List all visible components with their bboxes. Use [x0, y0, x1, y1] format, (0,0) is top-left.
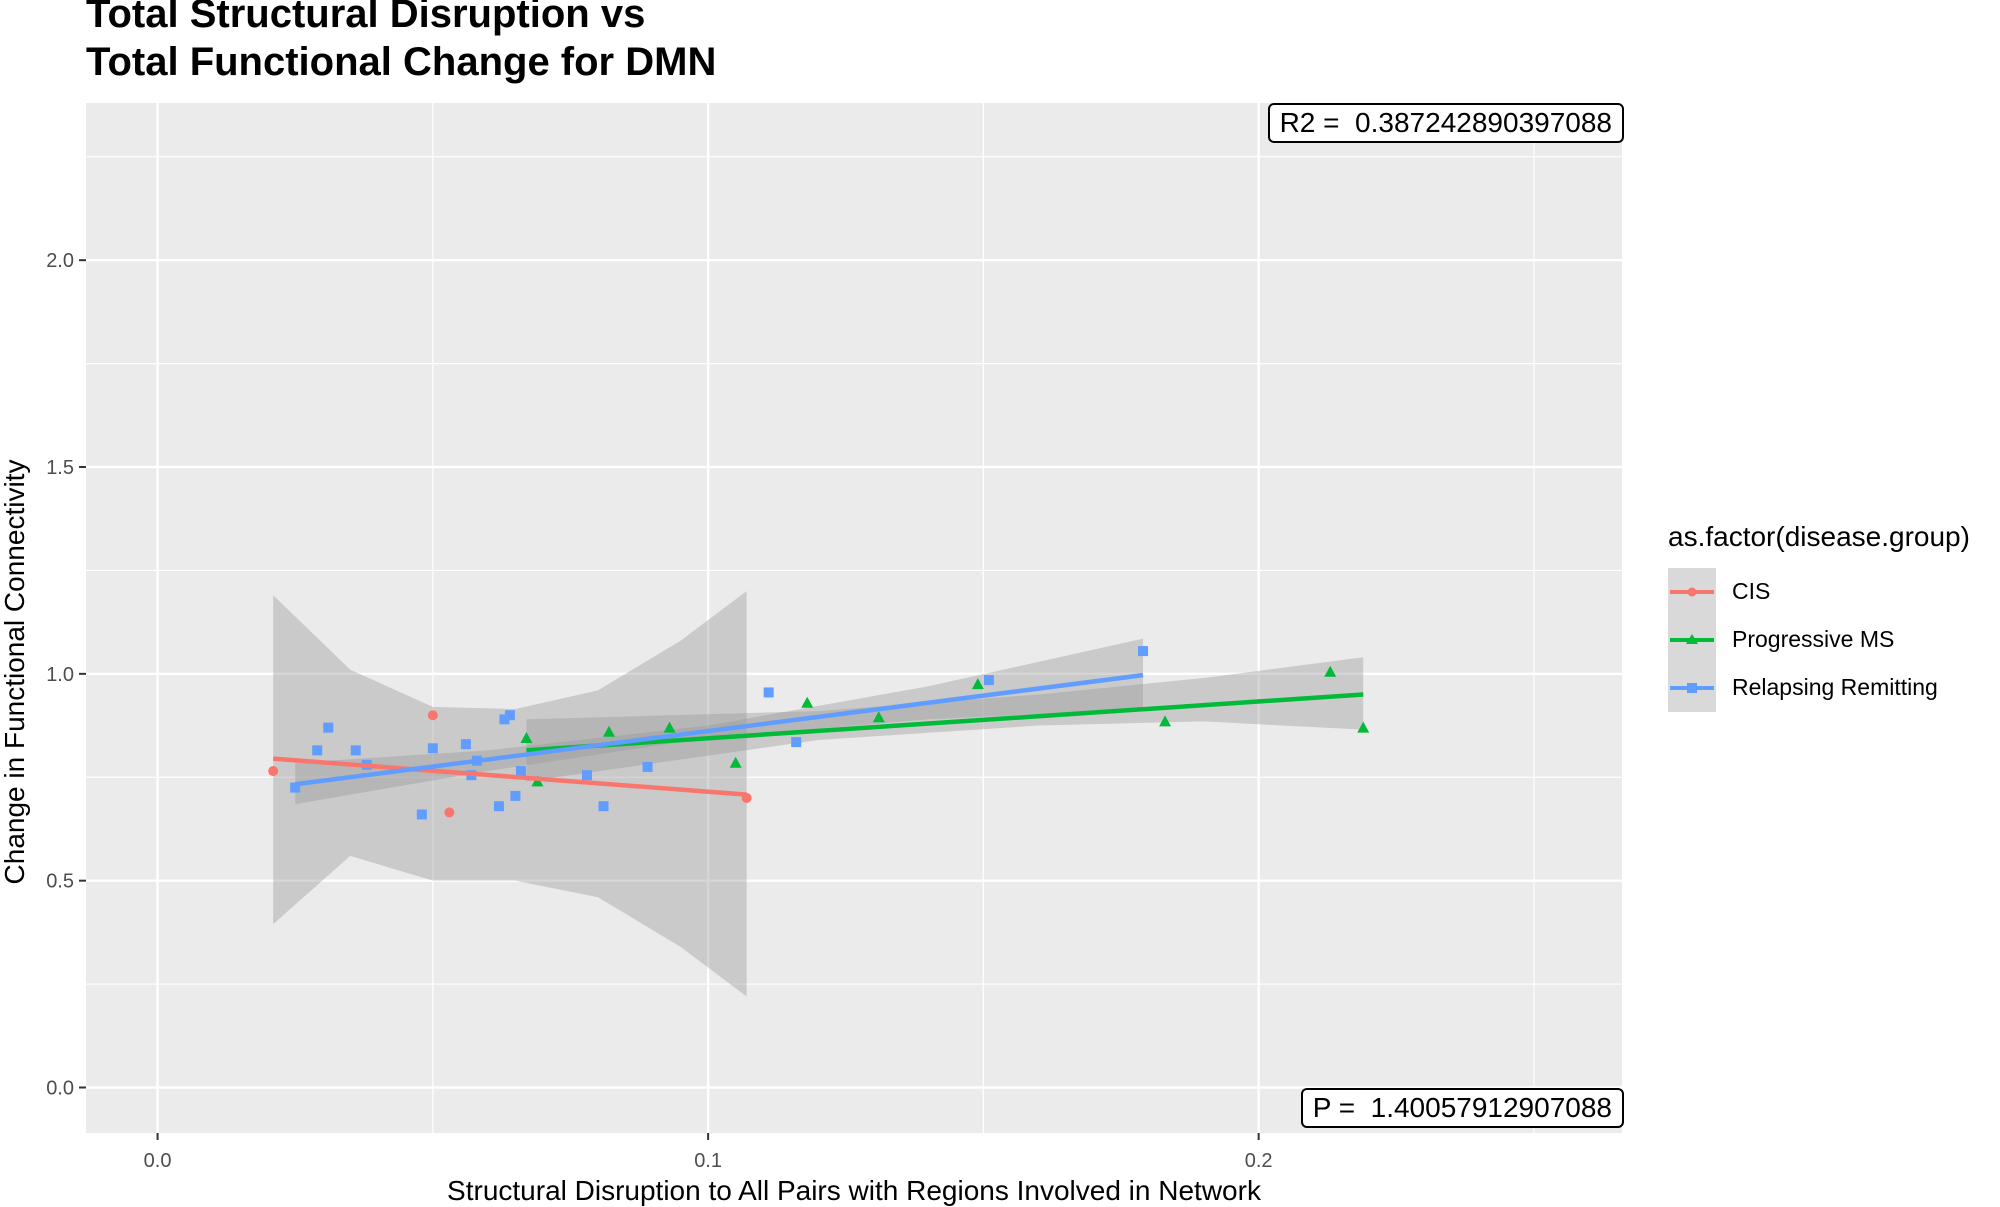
y-tick-label: 2.0 [46, 250, 74, 272]
confidence-band-relapsing-remitting [295, 638, 1144, 805]
y-tick-label: 0.5 [46, 871, 74, 893]
data-point-relapsing-remitting [460, 739, 471, 750]
data-point-progressive-ms [1159, 715, 1172, 727]
data-point-relapsing-remitting [350, 745, 361, 756]
fit-line-cis [273, 756, 747, 797]
y-axis-title: Change in Functional Connectivity [0, 459, 30, 885]
chart-title-line-2: Total Functional Change for DMN [86, 40, 717, 84]
data-point-relapsing-remitting [1138, 646, 1149, 657]
data-point-relapsing-remitting [312, 745, 323, 756]
data-point-progressive-ms [801, 696, 814, 708]
data-point-relapsing-remitting [323, 722, 334, 733]
data-point-relapsing-remitting [416, 809, 427, 820]
data-point-relapsing-remitting [493, 801, 504, 812]
x-axis-title: Structural Disruption to All Pairs with … [447, 1175, 1261, 1206]
data-point-cis [444, 807, 455, 818]
data-point-relapsing-remitting [983, 675, 994, 686]
y-tick-label: 1.5 [46, 457, 74, 479]
data-point-progressive-ms [663, 721, 676, 733]
data-point-relapsing-remitting [499, 714, 510, 725]
legend-key-relapsing-remitting [1668, 664, 1716, 712]
data-point-progressive-ms [1357, 721, 1370, 733]
legend-label-progressive-ms: Progressive MS [1732, 626, 1895, 652]
x-tick-label: 0.0 [144, 1150, 172, 1172]
plot-panel [86, 103, 1622, 1133]
p-value-annotation: P = 1.40057912907088 [1300, 1088, 1624, 1128]
data-point-relapsing-remitting [642, 761, 653, 772]
legend-label-cis: CIS [1732, 578, 1771, 604]
data-point-relapsing-remitting [763, 687, 774, 698]
data-point-relapsing-remitting [791, 737, 802, 748]
data-point-progressive-ms [971, 678, 984, 690]
data-point-relapsing-remitting [510, 790, 521, 801]
legend-title: as.factor(disease.group) [1668, 521, 1970, 552]
legend-key-cis [1668, 568, 1716, 616]
y-tick-label: 0.0 [46, 1077, 74, 1099]
data-point-relapsing-remitting [504, 710, 515, 721]
data-point-cis [427, 710, 438, 721]
data-point-progressive-ms [1324, 665, 1337, 677]
data-point-relapsing-remitting [581, 770, 592, 781]
fit-line-relapsing-remitting [294, 672, 1144, 787]
data-point-relapsing-remitting [290, 782, 301, 793]
r-squared-annotation: R2 = 0.387242890397088 [1267, 103, 1624, 143]
legend-key-progressive-ms [1668, 616, 1716, 664]
legend-label-relapsing-remitting: Relapsing Remitting [1732, 674, 1938, 700]
y-tick-label: 1.0 [46, 664, 74, 686]
data-point-progressive-ms [603, 725, 616, 737]
data-point-progressive-ms [872, 711, 885, 723]
confidence-band-progressive-ms [526, 657, 1364, 782]
data-point-relapsing-remitting [427, 743, 438, 754]
data-point-cis [268, 766, 279, 777]
data-point-progressive-ms [729, 756, 742, 768]
chart-title-line-1: Total Structural Disruption vs [86, 0, 646, 36]
data-point-progressive-ms [520, 731, 533, 743]
data-point-relapsing-remitting [515, 766, 526, 777]
fit-line-progressive-ms [526, 692, 1364, 753]
data-point-relapsing-remitting [598, 801, 609, 812]
confidence-band-cis [273, 591, 747, 997]
x-tick-label: 0.1 [694, 1150, 722, 1172]
x-tick-label: 0.2 [1245, 1150, 1273, 1172]
